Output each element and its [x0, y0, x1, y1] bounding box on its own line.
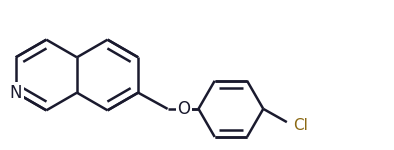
Text: O: O	[177, 100, 190, 118]
Text: Cl: Cl	[293, 118, 308, 133]
Text: N: N	[9, 84, 22, 102]
